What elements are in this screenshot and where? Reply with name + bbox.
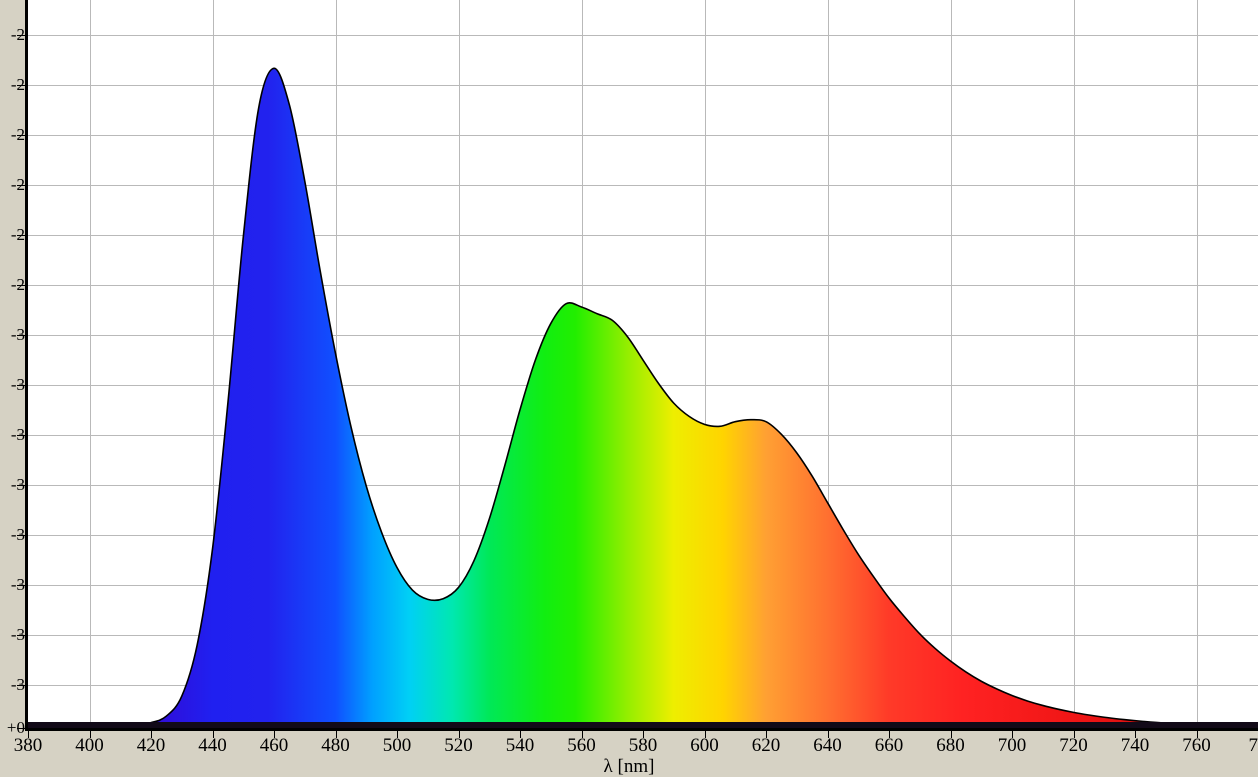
x-axis-tick-label: 420 — [137, 736, 166, 755]
x-axis-tick-label: 720 — [1059, 736, 1088, 755]
y-axis-tick-label: -3 — [11, 426, 25, 443]
y-axis-tick-label: -3 — [11, 676, 25, 693]
x-axis-tick-label: 480 — [321, 736, 350, 755]
x-axis-tick-label: 580 — [629, 736, 658, 755]
y-axis-tick-label: -3 — [11, 576, 25, 593]
y-axis-tick-labels: -2 -2 -2 -2 -2 -2 -3 -3 -3 -3 -3 -3 -3 -3 +0 — [0, 0, 25, 768]
y-axis-tick-label: -2 — [11, 176, 25, 193]
plot-area — [28, 0, 1258, 728]
x-axis-tick-label: 520 — [444, 736, 473, 755]
x-axis-tick-label: 600 — [690, 736, 719, 755]
x-axis-tick-label: 400 — [75, 736, 104, 755]
y-axis-tick-label: -3 — [11, 376, 25, 393]
x-axis-tick-label: 78 — [1249, 736, 1258, 755]
x-axis-tick-label: 700 — [998, 736, 1027, 755]
y-axis-tick-label: -2 — [11, 126, 25, 143]
y-axis-tick-label: -3 — [11, 526, 25, 543]
x-axis-title: λ [nm] — [0, 757, 1258, 776]
x-axis-tick-label: 680 — [936, 736, 965, 755]
x-axis-tick-label: 440 — [198, 736, 227, 755]
x-axis-tick-label: 540 — [506, 736, 535, 755]
x-axis-tick-label: 660 — [875, 736, 904, 755]
y-axis-tick-label: -2 — [11, 226, 25, 243]
y-axis-line — [25, 0, 28, 731]
y-axis-tick-label: +0 — [7, 719, 25, 736]
y-axis-tick-label: -3 — [11, 326, 25, 343]
x-axis-tick-label: 560 — [567, 736, 596, 755]
x-axis-tick-label: 640 — [813, 736, 842, 755]
y-axis-tick-label: -2 — [11, 76, 25, 93]
x-axis-tick-label: 460 — [260, 736, 289, 755]
x-axis-tick-label: 500 — [383, 736, 412, 755]
y-axis-tick-label: -2 — [11, 276, 25, 293]
y-axis-tick-label: -3 — [11, 626, 25, 643]
spd-curve — [28, 0, 1258, 728]
x-axis-tick-label: 380 — [14, 736, 43, 755]
x-axis-tick-label: 760 — [1182, 736, 1211, 755]
x-axis-tick-label: 740 — [1121, 736, 1150, 755]
x-axis-tick-label: 620 — [752, 736, 781, 755]
y-axis-tick-label: -2 — [11, 26, 25, 43]
y-axis-tick-label: -3 — [11, 476, 25, 493]
